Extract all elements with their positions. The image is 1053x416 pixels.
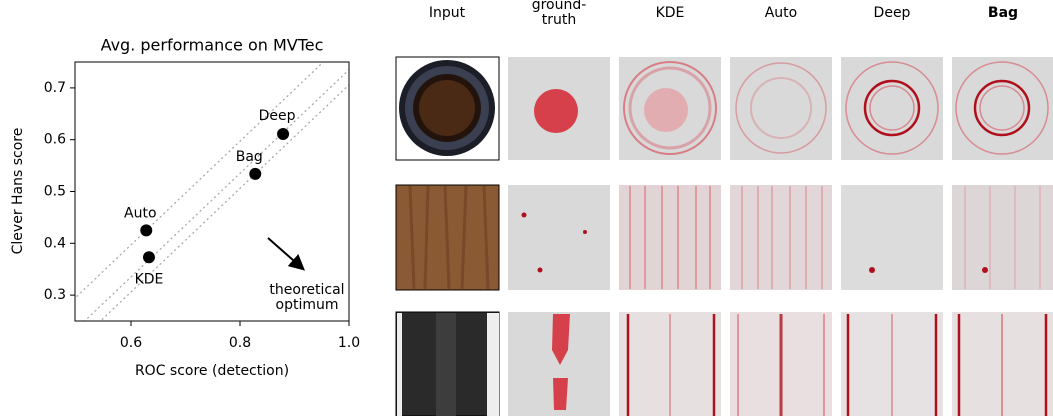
y-tick-label: 0.4 bbox=[44, 235, 66, 251]
x-axis-label: ROC score (detection) bbox=[135, 363, 289, 379]
y-axis-label: Clever Hans score bbox=[10, 128, 26, 255]
point-label: Bag bbox=[236, 149, 263, 165]
optimum-arrow bbox=[267, 237, 305, 271]
image-row-zipper bbox=[395, 311, 1053, 416]
point-label: Auto bbox=[124, 205, 157, 221]
point-label: KDE bbox=[135, 271, 164, 287]
column-header: KDE bbox=[655, 5, 685, 21]
column-header: Auto bbox=[764, 5, 798, 21]
column-header: ground- truth bbox=[531, 0, 587, 28]
x-tick-label: 0.8 bbox=[229, 335, 251, 351]
image-row-wood bbox=[395, 184, 1053, 291]
annotation: optimum bbox=[276, 297, 339, 313]
y-tick-label: 0.7 bbox=[44, 80, 66, 96]
column-header: Deep bbox=[873, 5, 911, 21]
image-row-bottle bbox=[395, 56, 1053, 161]
plot-area: KDE Auto Bag Deep bbox=[76, 62, 349, 321]
point-label: Deep bbox=[259, 108, 296, 124]
point bbox=[249, 167, 262, 180]
column-header: Input bbox=[428, 5, 466, 21]
y-tick-label: 0.3 bbox=[44, 287, 66, 303]
column-header: Bag bbox=[987, 5, 1019, 21]
chart-title: Avg. performance on MVTec bbox=[101, 36, 324, 55]
point bbox=[140, 224, 153, 237]
y-tick-label: 0.5 bbox=[44, 184, 66, 200]
y-tick-label: 0.6 bbox=[44, 132, 66, 148]
annotation: theoretical bbox=[269, 282, 344, 298]
x-tick-label: 1.0 bbox=[338, 335, 360, 351]
point bbox=[142, 251, 155, 264]
reference-diagonal bbox=[76, 62, 325, 298]
x-tick-label: 0.6 bbox=[120, 335, 142, 351]
point bbox=[277, 128, 290, 141]
